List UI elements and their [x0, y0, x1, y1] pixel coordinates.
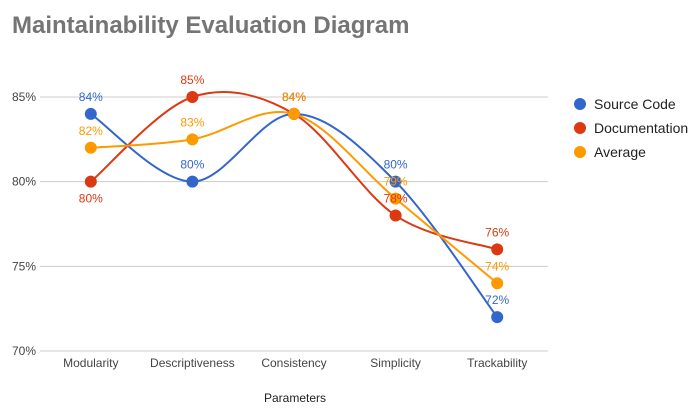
legend-marker	[574, 146, 586, 158]
data-label: 84%	[282, 90, 306, 104]
data-label: 84%	[282, 90, 306, 104]
y-tick-label: 85%	[12, 90, 36, 104]
y-tick-label: 75%	[12, 259, 36, 273]
data-label: 84%	[282, 90, 306, 104]
gridlines	[40, 96, 548, 352]
axis-labels: 70% 75% 80% 85% Modularity Descriptiveness Con…	[12, 90, 527, 370]
data-label: 72%	[485, 293, 509, 307]
data-label: 83%	[180, 115, 204, 129]
data-label: 82%	[79, 124, 103, 138]
data-point	[491, 277, 504, 290]
chart-title: Maintainability Evaluation Diagram	[12, 12, 410, 39]
legend-marker	[574, 122, 586, 134]
data-label: 80%	[79, 192, 103, 206]
y-tick-label: 70%	[12, 344, 36, 358]
data-point	[186, 133, 199, 146]
data-point	[84, 107, 97, 120]
y-tick-label: 80%	[12, 175, 36, 189]
data-label: 80%	[180, 158, 204, 172]
legend-label: Source Code	[594, 96, 676, 112]
data-label: 79%	[384, 175, 408, 189]
data-point	[389, 192, 402, 205]
x-axis-title: Parameters	[264, 391, 326, 405]
data-point	[84, 141, 97, 154]
series-line	[90, 111, 498, 285]
x-tick-label: Trackability	[467, 356, 527, 370]
legend: Source Code Documentation Average	[574, 96, 688, 160]
data-points	[84, 91, 504, 324]
data-point	[491, 311, 504, 324]
data-point	[84, 175, 97, 188]
data-point	[186, 175, 199, 188]
data-label: 76%	[485, 225, 509, 239]
data-point	[186, 91, 199, 103]
data-label: 78%	[384, 192, 408, 206]
data-label: 74%	[485, 259, 509, 273]
x-tick-label: Simplicity	[370, 356, 421, 370]
x-tick-label: Modularity	[63, 356, 118, 370]
data-label: 85%	[180, 73, 204, 87]
legend-label: Documentation	[594, 120, 688, 136]
data-point	[288, 107, 300, 120]
legend-marker	[574, 98, 586, 110]
data-point	[389, 175, 402, 188]
data-labels: 84%80%84%80%72%80%85%84%78%76%82%83%84%7…	[79, 73, 510, 307]
data-point	[491, 243, 504, 256]
data-label: 84%	[79, 90, 103, 104]
data-point	[389, 209, 402, 222]
data-label: 80%	[384, 158, 408, 172]
x-tick-label: Descriptiveness	[150, 356, 235, 370]
x-tick-label: Consistency	[261, 356, 326, 370]
series-lines	[90, 91, 499, 318]
legend-label: Average	[594, 144, 646, 160]
